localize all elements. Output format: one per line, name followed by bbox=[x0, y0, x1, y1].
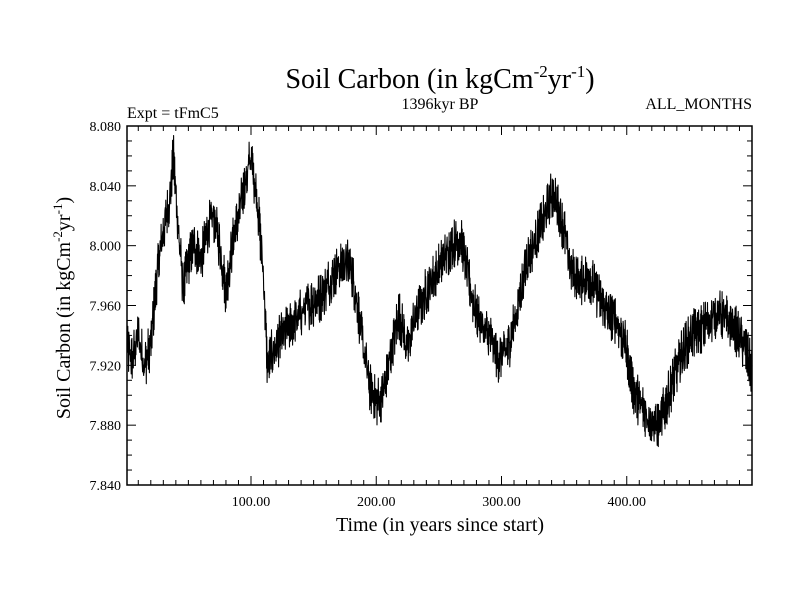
y-axis-label: Soil Carbon (in kgCm-2yr-1) bbox=[50, 197, 75, 419]
series-line-soil-carbon bbox=[126, 135, 753, 448]
x-tick-label: 400.00 bbox=[607, 495, 646, 510]
y-tick-label: 7.880 bbox=[90, 419, 122, 434]
plot-area: 100.00 200.00 300.00 400.00 7.840 7.880 7.920 7… bbox=[90, 120, 753, 510]
plot-frame bbox=[126, 125, 753, 486]
x-tick-label: 100.00 bbox=[232, 495, 271, 510]
y-tick-label: 7.920 bbox=[90, 359, 122, 374]
y-tick-label: 7.840 bbox=[90, 479, 122, 494]
chart-title: Soil Carbon (in kgCm-2yr-1) bbox=[285, 62, 594, 95]
y-tick-label: 8.040 bbox=[90, 180, 122, 195]
months-label: ALL_MONTHS bbox=[645, 96, 752, 113]
experiment-label: Expt = tFmC5 bbox=[127, 105, 219, 122]
x-axis-label: Time (in years since start) bbox=[336, 514, 544, 536]
y-tick-label: 8.080 bbox=[90, 120, 122, 135]
y-tick-label: 7.960 bbox=[90, 300, 122, 315]
y-tick-label: 8.000 bbox=[90, 240, 122, 255]
x-tick-label: 200.00 bbox=[357, 495, 396, 510]
x-tick-label: 300.00 bbox=[482, 495, 521, 510]
period-label: 1396kyr BP bbox=[402, 96, 479, 113]
